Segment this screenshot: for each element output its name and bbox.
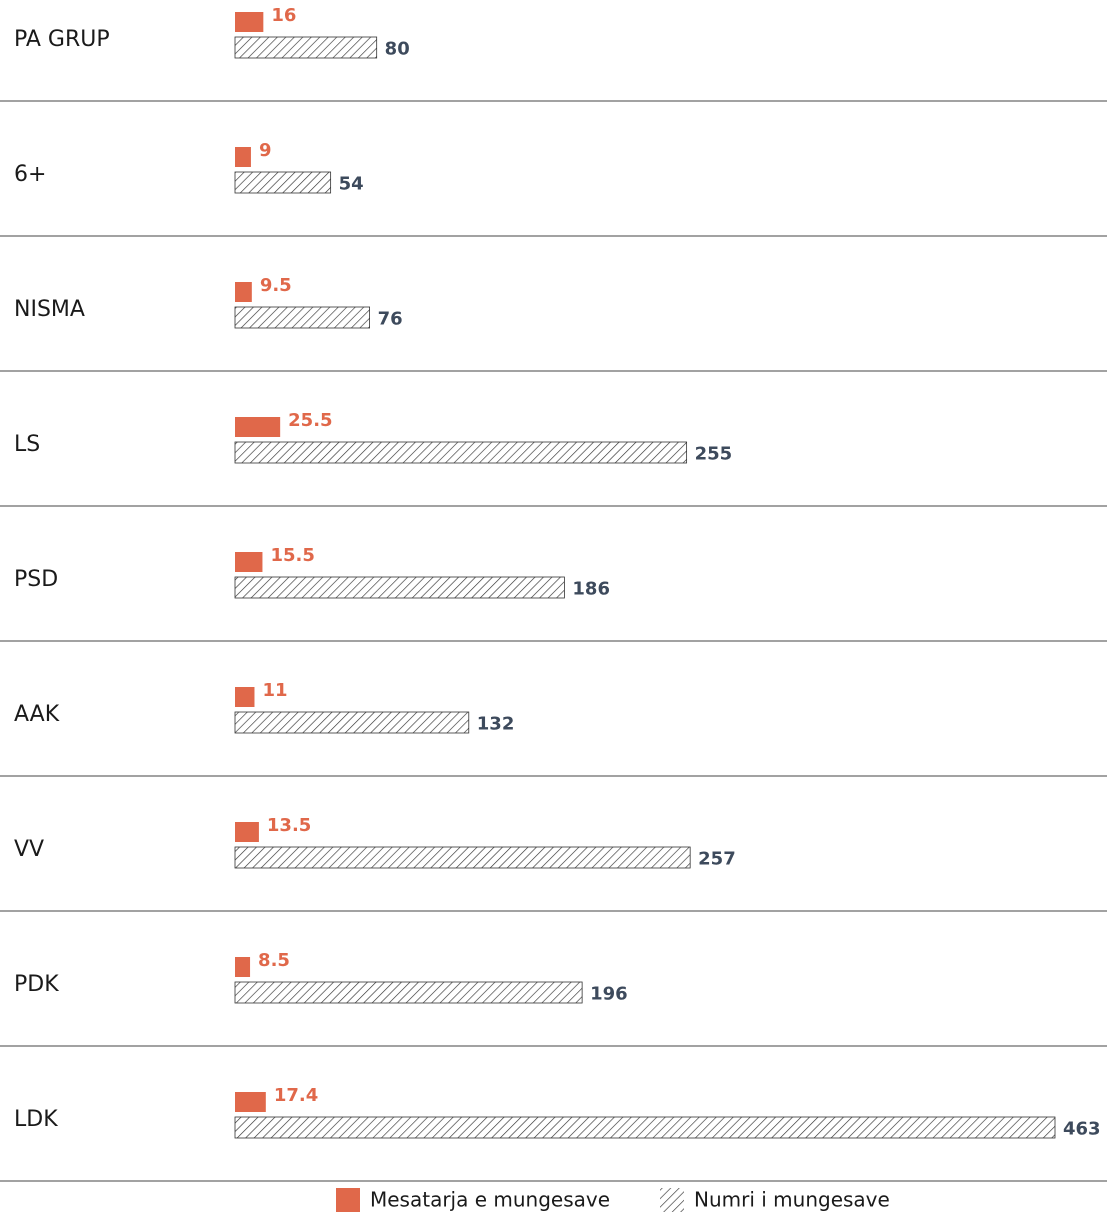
category-label: AAK	[14, 702, 60, 727]
value-label: 15.5	[270, 545, 314, 566]
category-label: 6+	[14, 162, 46, 187]
bar	[234, 711, 470, 734]
legend-swatch	[660, 1188, 684, 1212]
value-label: 76	[378, 309, 403, 330]
bar	[235, 822, 259, 842]
value-label: 132	[477, 714, 515, 735]
value-label: 54	[339, 174, 364, 195]
value-label: 255	[695, 444, 733, 465]
bar	[235, 282, 252, 302]
value-label: 9.5	[260, 275, 292, 296]
bar	[234, 846, 691, 869]
bar	[235, 147, 251, 167]
bar	[235, 417, 281, 437]
bar	[234, 36, 378, 59]
value-label: 11	[262, 680, 287, 701]
value-label: 8.5	[258, 950, 290, 971]
category-label: PDK	[14, 972, 59, 997]
category-label: LDK	[14, 1107, 58, 1132]
bar	[235, 957, 251, 977]
value-label: 186	[572, 579, 610, 600]
value-label: 13.5	[267, 815, 311, 836]
bar	[235, 12, 264, 32]
bar	[235, 687, 255, 707]
bar	[234, 306, 371, 329]
bar	[234, 1116, 1056, 1139]
bar	[234, 576, 565, 599]
bar	[235, 1092, 266, 1112]
category-label: PA GRUP	[14, 27, 110, 52]
category-label: NISMA	[14, 297, 85, 322]
legend-swatch	[336, 1188, 360, 1212]
category-label: LS	[14, 432, 40, 457]
bar	[235, 552, 263, 572]
bar	[234, 981, 583, 1004]
value-label: 25.5	[288, 410, 332, 431]
legend-label: Mesatarja e mungesave	[370, 1188, 610, 1212]
category-label: PSD	[14, 567, 58, 592]
bar	[234, 171, 332, 194]
value-label: 17.4	[274, 1085, 318, 1106]
category-label: VV	[14, 837, 44, 862]
value-label: 257	[698, 849, 736, 870]
value-label: 9	[259, 140, 272, 161]
value-label: 16	[271, 5, 296, 26]
value-label: 196	[590, 984, 628, 1005]
value-label: 80	[385, 39, 410, 60]
legend-label: Numri i mungesave	[694, 1188, 890, 1212]
value-label: 463	[1063, 1119, 1101, 1140]
bar	[234, 441, 688, 464]
